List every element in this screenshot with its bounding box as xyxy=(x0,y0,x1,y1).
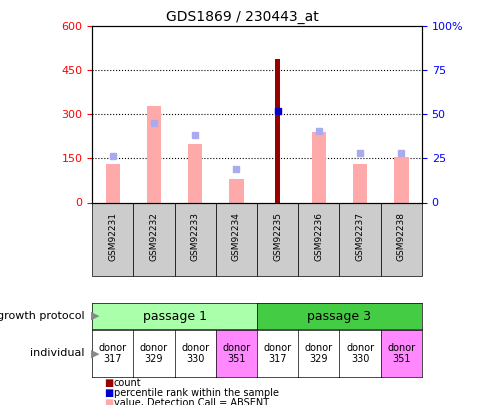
Text: growth protocol: growth protocol xyxy=(0,311,85,321)
Text: donor
330: donor 330 xyxy=(181,343,209,364)
Text: individual: individual xyxy=(30,348,85,358)
Text: passage 3: passage 3 xyxy=(307,309,371,323)
Text: ▶: ▶ xyxy=(91,348,99,358)
Text: ■: ■ xyxy=(104,388,113,398)
Text: passage 1: passage 1 xyxy=(142,309,206,323)
FancyBboxPatch shape xyxy=(133,202,174,277)
Text: donor
329: donor 329 xyxy=(140,343,167,364)
FancyBboxPatch shape xyxy=(215,202,257,277)
FancyBboxPatch shape xyxy=(339,202,380,277)
Text: GDS1869 / 230443_at: GDS1869 / 230443_at xyxy=(166,10,318,24)
Bar xyxy=(188,144,202,202)
Text: ▶: ▶ xyxy=(91,311,99,321)
Text: donor
317: donor 317 xyxy=(99,343,126,364)
Text: donor
330: donor 330 xyxy=(346,343,373,364)
Text: donor
317: donor 317 xyxy=(263,343,291,364)
FancyBboxPatch shape xyxy=(174,202,215,277)
Text: ■: ■ xyxy=(104,398,113,405)
FancyBboxPatch shape xyxy=(298,202,339,277)
Bar xyxy=(274,59,280,202)
Bar xyxy=(311,132,325,202)
FancyBboxPatch shape xyxy=(257,202,298,277)
Text: donor
351: donor 351 xyxy=(387,343,414,364)
FancyBboxPatch shape xyxy=(92,202,133,277)
Text: percentile rank within the sample: percentile rank within the sample xyxy=(114,388,278,398)
Bar xyxy=(393,157,408,202)
Text: count: count xyxy=(114,378,141,388)
Text: donor
351: donor 351 xyxy=(222,343,250,364)
Text: donor
329: donor 329 xyxy=(304,343,332,364)
FancyBboxPatch shape xyxy=(380,202,421,277)
Text: ■: ■ xyxy=(104,378,113,388)
Bar xyxy=(229,179,243,202)
Bar xyxy=(106,164,120,202)
Bar xyxy=(147,106,161,202)
Text: value, Detection Call = ABSENT: value, Detection Call = ABSENT xyxy=(114,398,269,405)
Bar xyxy=(352,164,366,202)
